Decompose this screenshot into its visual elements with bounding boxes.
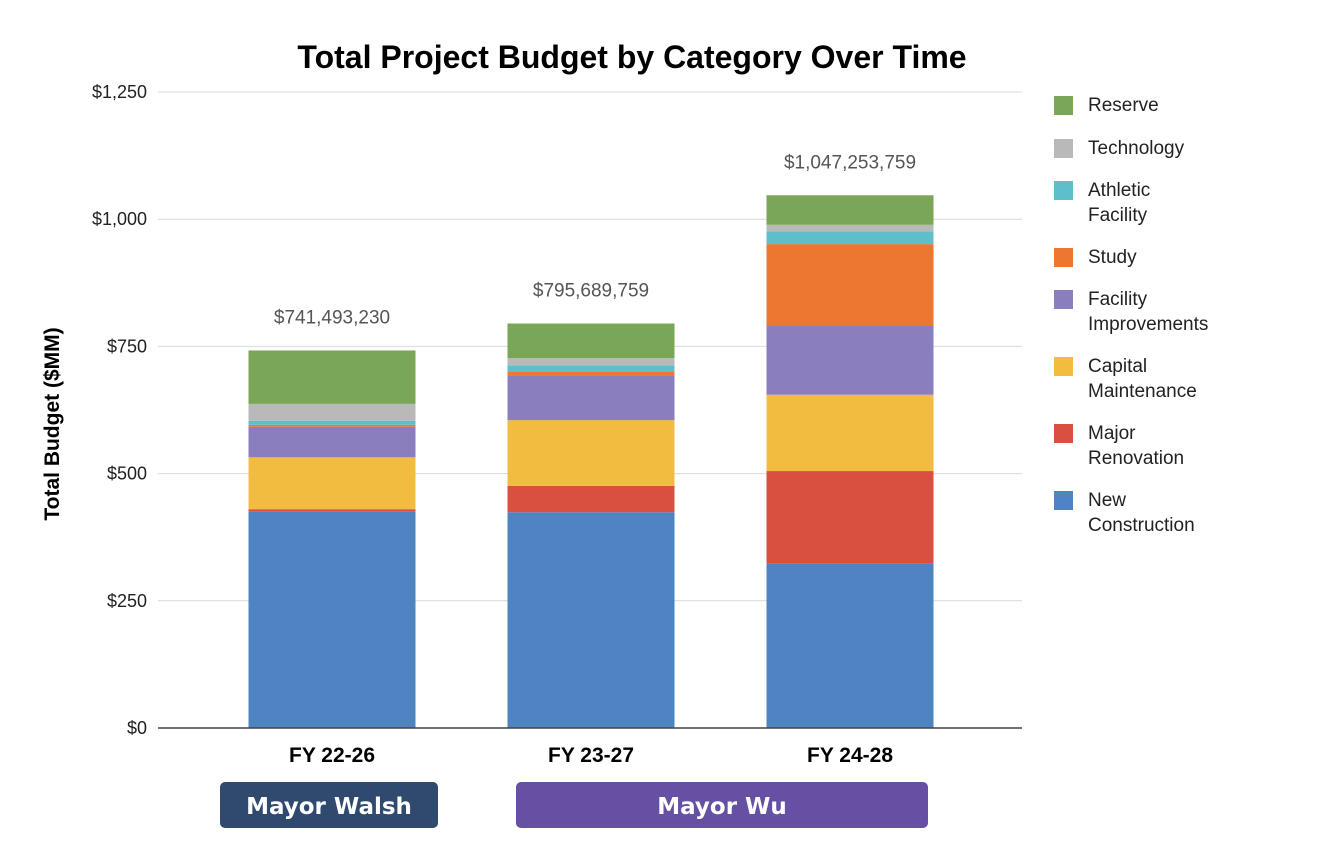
annotation-mayor-walsh: Mayor Walsh <box>220 782 438 828</box>
chart-title: Total Project Budget by Category Over Ti… <box>297 39 966 75</box>
legend-swatch <box>1054 139 1073 158</box>
legend-swatch <box>1054 491 1073 510</box>
bar-segment-facility-improvements <box>248 426 416 458</box>
legend-swatch <box>1054 248 1073 267</box>
bar-segment-capital-maintenance <box>507 420 675 486</box>
bars <box>248 195 934 728</box>
bar-segment-athletic-facility <box>248 420 416 425</box>
bar-segment-major-renovation <box>248 509 416 512</box>
legend-label: Reserve <box>1088 95 1159 116</box>
legend-item-major-renovation: Major Renovation <box>1054 423 1184 469</box>
bar-segment-new-construction <box>507 512 675 728</box>
bar-stack <box>507 323 675 728</box>
bar-stack <box>766 195 934 728</box>
bar-stack <box>248 350 416 728</box>
y-tick-label: $750 <box>107 336 147 356</box>
bar-segment-reserve <box>248 350 416 404</box>
bar-segment-technology <box>766 224 934 232</box>
annotation-pill <box>220 782 438 828</box>
legend-label: Construction <box>1088 515 1195 536</box>
bar-segment-study <box>507 371 675 376</box>
y-tick-label: $1,250 <box>92 82 147 102</box>
y-tick-label: $500 <box>107 464 147 484</box>
y-tick-label: $250 <box>107 591 147 611</box>
legend-label: Maintenance <box>1088 381 1197 402</box>
legend-swatch <box>1054 290 1073 309</box>
annotation-label: Mayor Walsh <box>246 794 412 820</box>
annotation-mayor-wu: Mayor Wu <box>516 782 928 828</box>
y-tick-label: $0 <box>127 718 147 738</box>
annotation-label: Mayor Wu <box>657 794 787 820</box>
legend-label: Improvements <box>1088 314 1208 335</box>
bar-segment-major-renovation <box>507 485 675 513</box>
legend-item-facility-improvements: Facility Improvements <box>1054 289 1208 335</box>
bar-total-label: $1,047,253,759 <box>784 152 916 173</box>
bar-segment-reserve <box>507 323 675 359</box>
legend: Reserve Technology Athletic Facility Study Fa… <box>1054 95 1208 536</box>
legend-label: Athletic <box>1088 180 1150 201</box>
bar-segment-facility-improvements <box>766 325 934 395</box>
legend-label: New <box>1088 490 1126 511</box>
bar-segment-study <box>766 244 934 326</box>
legend-item-reserve: Reserve <box>1054 95 1159 116</box>
bar-segment-capital-maintenance <box>766 394 934 472</box>
legend-item-study: Study <box>1054 247 1137 268</box>
total-labels: $741,493,230 $795,689,759 $1,047,253,759 <box>274 152 916 328</box>
legend-swatch <box>1054 96 1073 115</box>
x-tick-label: FY 23-27 <box>548 744 634 767</box>
bar-segment-athletic-facility <box>766 231 934 245</box>
x-tick-label: FY 22-26 <box>289 744 375 767</box>
y-axis-label: Total Budget ($MM) <box>41 327 64 520</box>
legend-label: Technology <box>1088 138 1185 159</box>
legend-label: Capital <box>1088 356 1147 377</box>
bar-segment-facility-improvements <box>507 375 675 421</box>
legend-label: Facility <box>1088 289 1148 310</box>
x-axis-categories: FY 22-26 FY 23-27 FY 24-28 <box>289 744 893 767</box>
y-axis-ticks: $0 $250 $500 $750 $1,000 $1,250 <box>92 82 147 738</box>
bar-segment-major-renovation <box>766 471 934 564</box>
legend-swatch <box>1054 424 1073 443</box>
annotation-pill <box>516 782 928 828</box>
legend-label: Facility <box>1088 205 1148 226</box>
legend-label: Major <box>1088 423 1136 444</box>
legend-label: Renovation <box>1088 448 1184 469</box>
legend-label: Study <box>1088 247 1137 268</box>
bar-segment-reserve <box>766 195 934 225</box>
bar-segment-new-construction <box>248 511 416 728</box>
bar-total-label: $741,493,230 <box>274 307 390 328</box>
bar-total-label: $795,689,759 <box>533 281 649 302</box>
bar-segment-technology <box>507 358 675 366</box>
x-tick-label: FY 24-28 <box>807 744 893 767</box>
legend-swatch <box>1054 357 1073 376</box>
bar-segment-study <box>248 424 416 427</box>
bar-segment-capital-maintenance <box>248 457 416 510</box>
legend-item-athletic-facility: Athletic Facility <box>1054 180 1150 226</box>
bar-segment-technology <box>248 403 416 421</box>
legend-item-capital-maintenance: Capital Maintenance <box>1054 356 1197 402</box>
legend-swatch <box>1054 181 1073 200</box>
legend-item-new-construction: New Construction <box>1054 490 1195 536</box>
bar-segment-new-construction <box>766 563 934 728</box>
bar-segment-athletic-facility <box>507 365 675 372</box>
legend-item-technology: Technology <box>1054 138 1185 159</box>
y-tick-label: $1,000 <box>92 209 147 229</box>
mayor-annotations: Mayor Walsh Mayor Wu <box>220 782 928 828</box>
